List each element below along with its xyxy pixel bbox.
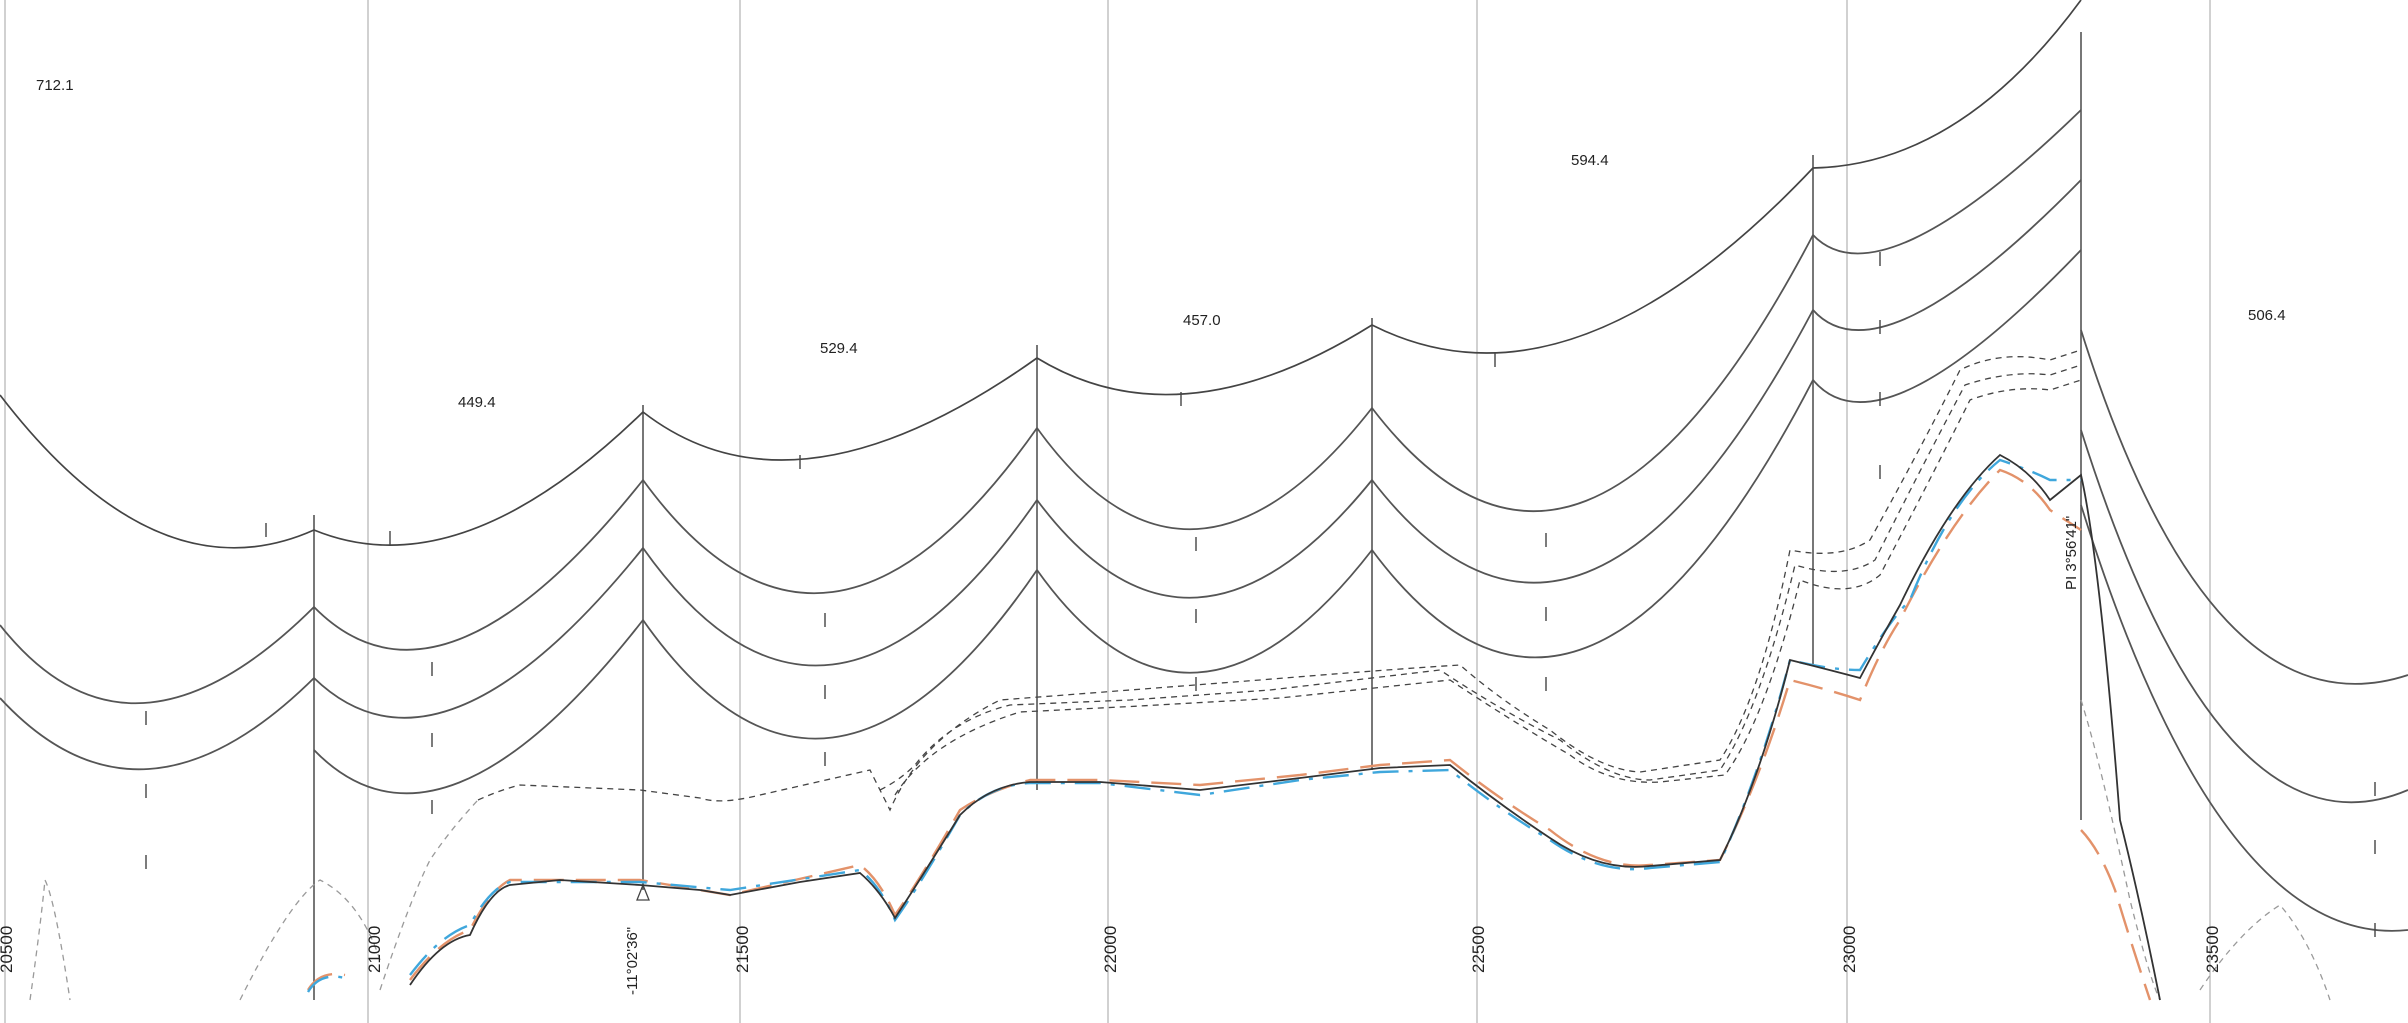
station-labels: 20500 21000 21500 22000 22500 23000 2350…: [0, 926, 2222, 973]
catenary-top-span-2: [313, 411, 644, 546]
catenary-top-span-6: [1812, 0, 2082, 169]
clearance-line-3: [894, 379, 2082, 796]
angle-label-tower-2: -11°02'36": [624, 927, 641, 995]
catenary-w1-span-3: [642, 427, 1038, 595]
conductor-lower-2: [0, 179, 2408, 804]
catenary-w2-span-5: [1371, 309, 1814, 584]
catenary-w3-span-5: [1812, 249, 2082, 403]
catenary-w3-span-2: [642, 569, 1038, 740]
conductor-lower-3: [313, 249, 2408, 932]
clearance-line-1: [477, 349, 2082, 812]
catenary-w1-span-7: [2080, 329, 2408, 685]
catenary-top-span-4: [1036, 324, 1373, 396]
span-label-6: 506.4: [2248, 307, 2286, 324]
sag-ticks: [145, 252, 2376, 937]
clearance-left-2: [239, 879, 381, 1001]
span-label-1: 712.1: [36, 77, 74, 94]
catenary-w1-span-2: [313, 479, 644, 651]
catenary-w3-span-1: [313, 619, 644, 795]
catenary-w2-span-1: [0, 677, 315, 771]
tower-2-base-marker: [636, 883, 650, 901]
ground-survey-orange-right: [2080, 829, 2152, 1001]
catenary-w1-span-1: [0, 606, 315, 705]
station-label-20500: 20500: [0, 926, 16, 973]
towers: [313, 32, 2082, 1000]
station-gridlines: [4, 0, 2211, 1023]
catenary-top-span-3: [642, 357, 1038, 461]
angle-labels: -11°02'36" PI 3°56'41": [624, 516, 2080, 995]
catenary-w3-span-6: [2080, 504, 2408, 932]
ground-line: [409, 453, 2161, 1001]
station-label-21500: 21500: [733, 926, 752, 973]
catenary-w3-span-4: [1371, 379, 1814, 659]
clearance-right-1: [2080, 699, 2161, 1001]
catenary-w2-span-3: [642, 499, 1038, 667]
station-label-23000: 23000: [1840, 926, 1859, 973]
conductor-top: [0, 0, 2082, 549]
station-label-23500: 23500: [2203, 926, 2222, 973]
span-label-2: 449.4: [458, 394, 496, 411]
catenary-w2-span-4: [1036, 479, 1373, 599]
catenary-w3-span-3: [1036, 549, 1373, 674]
span-label-3: 529.4: [820, 340, 858, 357]
catenary-w1-span-6a: [1812, 109, 2082, 255]
clearance-line-2: [879, 364, 2082, 791]
catenary-top-span-1: [0, 394, 315, 549]
span-labels: 712.1 449.4 529.4 457.0 594.4 506.4: [36, 77, 2286, 411]
clearance-left-3: [379, 799, 479, 991]
span-label-5: 594.4: [1571, 152, 1609, 169]
catenary-w1-span-5: [1371, 234, 1814, 513]
station-label-21000: 21000: [365, 926, 384, 973]
ground-profile: [306, 453, 2161, 1001]
catenary-w1-span-4: [1036, 407, 1373, 530]
catenary-w2-span-7: [2080, 429, 2408, 804]
clearance-envelope: [29, 349, 2331, 1001]
span-label-4: 457.0: [1183, 312, 1221, 329]
clearance-left-1: [29, 877, 71, 1001]
angle-label-tower-6: PI 3°56'41": [2063, 516, 2080, 590]
catenary-top-span-5: [1371, 167, 1814, 354]
catenary-w2-span-2: [313, 547, 644, 719]
clearance-right-2: [2199, 904, 2331, 1001]
catenary-w2-span-6: [1812, 179, 2082, 331]
station-label-22500: 22500: [1469, 926, 1488, 973]
ground-survey-orange: [306, 468, 2082, 991]
station-label-22000: 22000: [1101, 926, 1120, 973]
ground-survey-blue: [306, 458, 2081, 993]
conductor-lower-1: [0, 109, 2408, 705]
